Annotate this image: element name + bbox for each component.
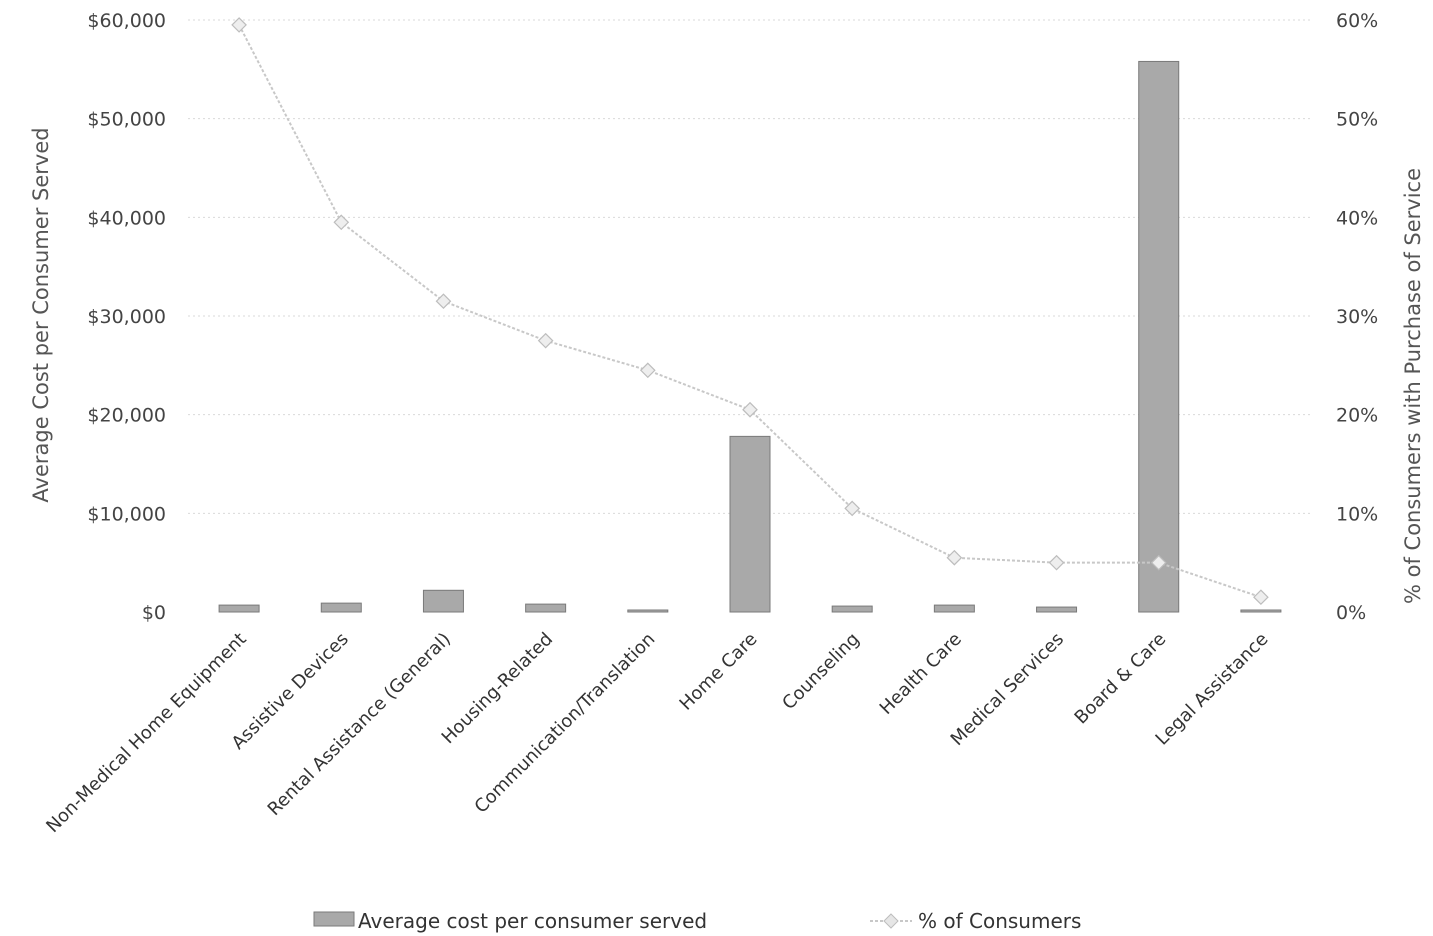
bar	[422, 589, 464, 613]
category-label: Home Care	[676, 629, 762, 715]
category-label: Housing-Related	[438, 629, 558, 749]
left-tick-label: $20,000	[87, 405, 166, 427]
bar	[218, 604, 260, 613]
legend-bar-swatch	[313, 911, 355, 927]
legend-bar-label: Average cost per consumer served	[358, 909, 707, 933]
right-tick-label: 40%	[1336, 207, 1378, 229]
line-marker	[1150, 554, 1167, 571]
category-label: Legal Assistance	[1152, 629, 1273, 750]
bar	[1240, 609, 1282, 613]
right-tick-label: 0%	[1336, 602, 1366, 624]
category-label: Rental Assistance (General)	[264, 629, 455, 820]
category-label: Board & Care	[1071, 629, 1171, 729]
category-label: Counseling	[778, 629, 863, 714]
line-marker	[435, 293, 452, 310]
right-tick-label: 20%	[1336, 405, 1378, 427]
line-marker	[537, 332, 554, 349]
line-series	[231, 17, 1269, 606]
left-tick-label: $50,000	[87, 109, 166, 131]
left-axis-title: Average Cost per Consumer Served	[29, 127, 53, 502]
line-marker	[639, 362, 656, 379]
bar-series	[218, 60, 1282, 613]
left-tick-label: $40,000	[87, 207, 166, 229]
category-label: Medical Services	[947, 629, 1068, 750]
left-tick-label: $10,000	[87, 503, 166, 525]
bar	[525, 603, 567, 613]
right-tick-label: 30%	[1336, 306, 1378, 328]
line-marker	[1253, 589, 1269, 606]
line-marker	[844, 500, 861, 517]
right-tick-label: 50%	[1336, 109, 1378, 131]
bar	[933, 604, 975, 613]
category-label: Health Care	[876, 629, 966, 719]
legend-line-marker	[883, 913, 899, 929]
legend: Average cost per consumer served % of Co…	[313, 909, 1081, 933]
bar	[729, 435, 771, 613]
line-marker	[333, 214, 350, 231]
right-axis-title: % of Consumers with Purchase of Service	[1401, 168, 1425, 604]
bar	[320, 602, 362, 613]
right-tick-label: 60%	[1336, 10, 1378, 32]
left-axis-ticks: $0 $10,000 $20,000 $30,000 $40,000 $50,000 $60…	[87, 10, 166, 624]
line-marker	[231, 17, 247, 33]
line-marker	[1048, 554, 1065, 571]
right-axis-ticks: 0% 10% 20% 30% 40% 50% 60%	[1336, 10, 1378, 624]
bar	[1138, 60, 1180, 613]
line-marker	[742, 401, 758, 418]
legend-line-label: % of Consumers	[918, 909, 1081, 933]
category-label: Communication/Translation	[471, 629, 660, 818]
right-tick-label: 10%	[1336, 503, 1378, 525]
left-tick-label: $0	[142, 602, 166, 624]
left-tick-label: $60,000	[87, 10, 166, 32]
category-label: Non-Medical Home Equipment	[42, 629, 250, 837]
bar	[1036, 606, 1078, 613]
bar	[831, 605, 873, 613]
left-tick-label: $30,000	[87, 306, 166, 328]
line-marker	[946, 549, 963, 566]
bar	[627, 609, 669, 613]
